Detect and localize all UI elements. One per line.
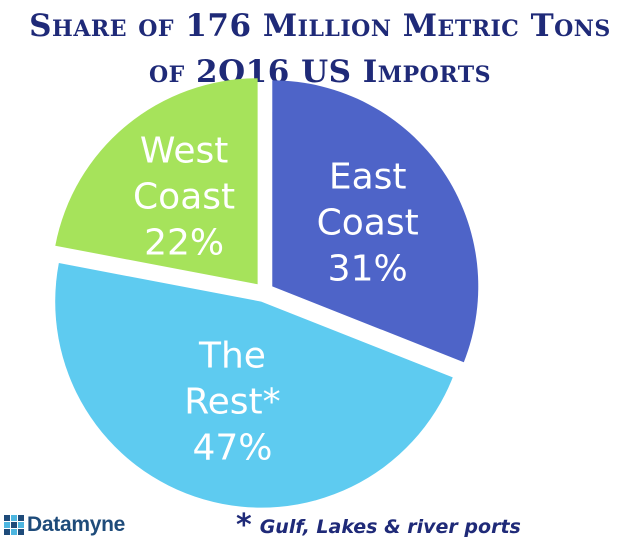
pie-slice-the xyxy=(55,263,453,508)
footnote-text: Gulf, Lakes & river ports xyxy=(259,516,521,538)
chart-title-line-1: Share of 176 Million Metric Tons xyxy=(29,8,611,44)
slice-label-line: 31% xyxy=(328,249,408,290)
slice-label-line: Coast xyxy=(133,176,235,217)
slice-label-line: 22% xyxy=(144,222,224,263)
footnote: * Gulf, Lakes & river ports xyxy=(236,507,521,544)
slice-label-line: Rest* xyxy=(184,382,280,423)
slice-label-line: The xyxy=(198,336,266,377)
footnote-asterisk: * xyxy=(236,507,252,543)
slice-label-line: 47% xyxy=(192,428,272,469)
logo-text: Datamyne xyxy=(27,513,125,536)
datamyne-logo: Datamyne xyxy=(4,512,125,538)
pie-slice-east xyxy=(272,80,479,363)
slice-label-line: Coast xyxy=(317,203,419,244)
slice-label-line: West xyxy=(140,130,229,171)
pie-slice-west xyxy=(55,78,258,285)
chart-title-line-2: of 2Q16 US Imports xyxy=(148,54,491,90)
slice-label-line: East xyxy=(329,157,407,198)
datamyne-grid-icon xyxy=(4,515,24,535)
